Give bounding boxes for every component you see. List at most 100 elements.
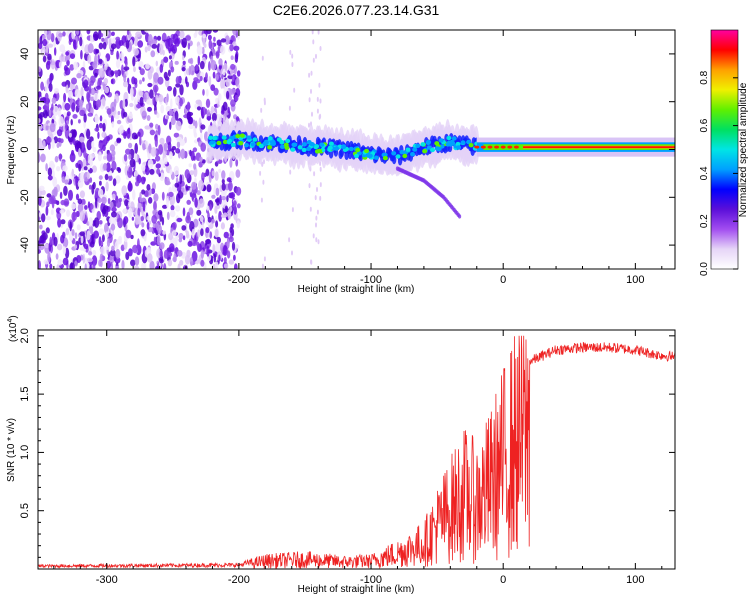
noise-blob xyxy=(143,190,149,197)
band-hot-spot xyxy=(422,149,428,154)
sparse-blob xyxy=(315,222,317,228)
band-hot-spot xyxy=(405,147,411,152)
sparse-blob xyxy=(263,256,266,262)
band-hot-spot xyxy=(301,142,307,147)
noise-blob xyxy=(134,214,140,225)
noise-blob xyxy=(207,34,212,41)
noise-blob xyxy=(221,178,225,184)
noise-blob xyxy=(224,205,229,213)
snr-scale-base: (x10 xyxy=(8,322,19,342)
noise-blob xyxy=(98,58,103,65)
x-tick-label: -300 xyxy=(96,274,118,286)
noise-blob xyxy=(53,236,58,247)
sparse-blob xyxy=(319,46,322,51)
noise-blob xyxy=(54,87,59,94)
noise-blob xyxy=(166,211,170,221)
noise-blob xyxy=(123,80,128,88)
noise-blob xyxy=(108,175,113,181)
noise-blob xyxy=(117,111,121,115)
noise-blob xyxy=(62,31,66,37)
noise-blob xyxy=(196,190,201,196)
band-hot-spot xyxy=(354,153,359,159)
noise-blob xyxy=(123,131,127,139)
tone-peak-dot xyxy=(513,145,519,149)
noise-blob xyxy=(156,234,161,246)
noise-blob xyxy=(195,64,199,71)
noise-blob xyxy=(213,36,216,42)
noise-blob xyxy=(134,142,138,154)
noise-blob xyxy=(155,222,160,231)
noise-blob xyxy=(220,38,227,43)
noise-blob xyxy=(126,128,131,139)
noise-blob xyxy=(110,43,117,50)
noise-blob xyxy=(69,221,72,232)
noise-blob xyxy=(59,138,64,144)
noise-blob xyxy=(196,45,203,56)
noise-blob xyxy=(170,98,173,109)
band-hot-spot xyxy=(222,139,228,145)
noise-blob xyxy=(60,199,66,206)
noise-blob xyxy=(194,120,198,129)
noise-blob xyxy=(77,198,83,205)
noise-blob xyxy=(83,79,89,88)
sparse-blob xyxy=(319,195,322,201)
noise-blob xyxy=(132,244,139,254)
noise-blob xyxy=(45,163,48,172)
noise-blob xyxy=(69,82,74,90)
noise-blob xyxy=(94,115,100,124)
band-hot-spot xyxy=(306,146,312,151)
noise-blob xyxy=(175,120,182,131)
noise-blob xyxy=(108,38,112,49)
noise-blob xyxy=(94,127,100,132)
noise-blob xyxy=(171,230,177,237)
noise-blob xyxy=(172,222,177,230)
noise-blob xyxy=(88,217,93,227)
noise-blob xyxy=(69,152,76,163)
noise-blob xyxy=(190,150,195,161)
noise-blob xyxy=(199,60,205,70)
noise-blob xyxy=(213,186,216,197)
noise-blob xyxy=(79,210,86,222)
noise-blob xyxy=(63,92,67,103)
noise-blob xyxy=(169,243,175,252)
noise-blob xyxy=(98,175,103,180)
noise-blob xyxy=(62,165,68,172)
sparse-blob xyxy=(309,206,312,212)
noise-blob xyxy=(235,169,241,178)
noise-blob xyxy=(189,256,193,267)
noise-blob xyxy=(165,76,170,81)
noise-blob xyxy=(40,153,46,163)
noise-blob xyxy=(193,132,198,138)
noise-blob xyxy=(199,75,203,82)
noise-blob xyxy=(62,246,67,255)
noise-blob xyxy=(63,123,66,133)
noise-blob xyxy=(38,124,43,130)
band-hot-spot xyxy=(439,144,445,149)
noise-blob xyxy=(89,136,94,143)
noise-blob xyxy=(135,31,142,38)
noise-blob xyxy=(193,163,197,170)
sparse-blob xyxy=(261,263,264,269)
noise-blob xyxy=(72,137,76,146)
noise-blob xyxy=(184,254,191,265)
noise-blob xyxy=(175,83,181,88)
band-hot-spot xyxy=(314,144,320,149)
sparse-blob xyxy=(263,159,265,165)
band-hot-spot xyxy=(276,137,282,142)
noise-blob xyxy=(200,132,203,141)
noise-blob xyxy=(59,44,66,53)
band-hot-spot xyxy=(364,148,369,154)
noise-blob xyxy=(104,57,108,67)
noise-blob xyxy=(233,200,237,207)
noise-blob xyxy=(122,208,127,214)
noise-blob xyxy=(92,181,96,190)
noise-blob xyxy=(130,259,136,267)
noise-blob xyxy=(214,171,219,182)
noise-blob xyxy=(187,42,191,50)
noise-blob xyxy=(69,64,75,71)
noise-blob xyxy=(211,112,217,122)
noise-blob xyxy=(80,236,84,244)
noise-blob xyxy=(137,238,140,250)
sparse-blob xyxy=(261,161,264,167)
noise-blob xyxy=(42,140,46,150)
